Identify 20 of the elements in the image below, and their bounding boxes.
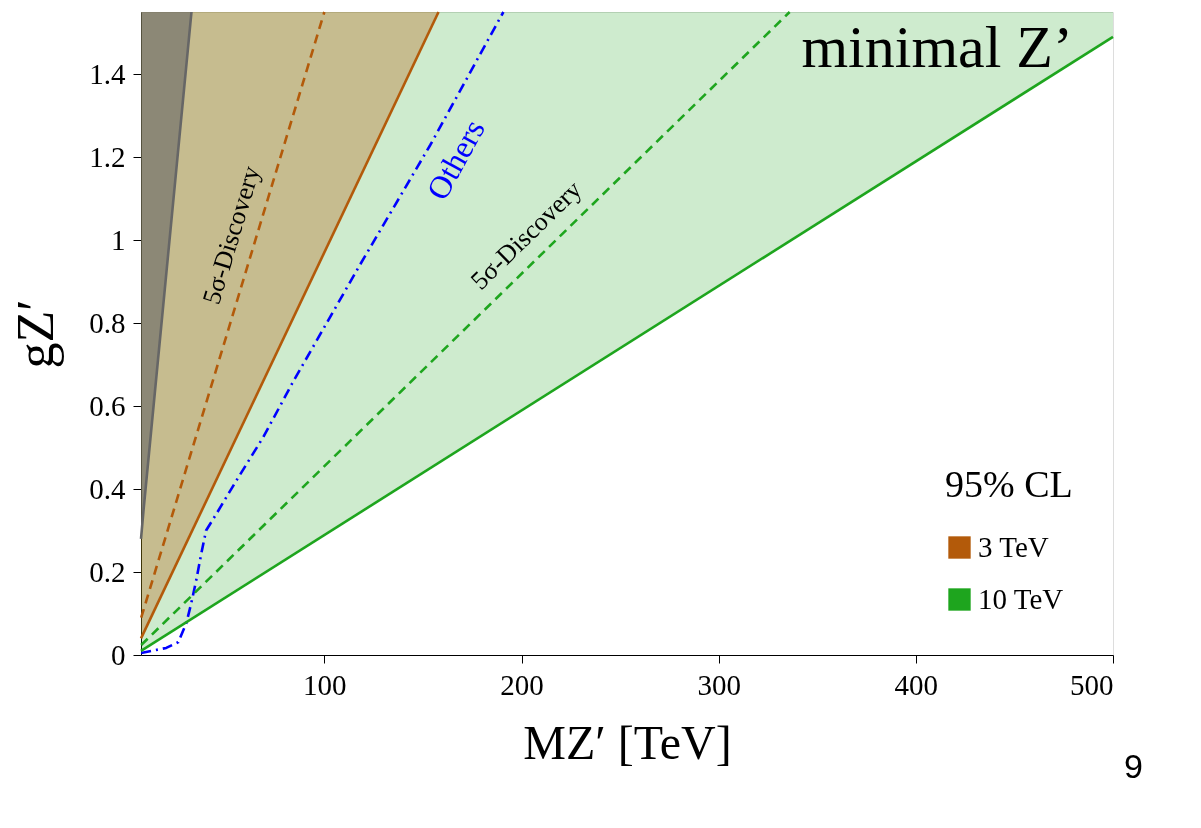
y-tick-label: 0	[111, 638, 126, 671]
legend-title: 95% CL	[945, 463, 1073, 505]
x-tick-label: 100	[303, 668, 347, 701]
y-tick-label: 1.4	[89, 57, 126, 90]
y-axis-title: gZ′	[7, 299, 65, 369]
x-tick-label: 400	[894, 668, 939, 701]
x-tick-label: 200	[500, 668, 544, 701]
y-tick-label: 0.2	[89, 555, 126, 588]
y-tick-label: 0.8	[89, 306, 126, 339]
y-tick-label: 1.2	[89, 140, 126, 173]
y-tick-label: 0.4	[89, 472, 126, 505]
text: 9	[1124, 747, 1143, 785]
y-tick-label: 1	[111, 223, 126, 256]
y-tick-label: 0.6	[89, 389, 126, 422]
x-axis-title: MZ′ [TeV]	[523, 715, 732, 769]
annotation: minimal Z’	[801, 14, 1073, 80]
x-tick-label: 300	[697, 668, 741, 701]
legend-label: 10 TeV	[978, 582, 1064, 615]
x-tick-label: 500	[1070, 668, 1114, 701]
legend-label: 3 TeV	[978, 530, 1049, 563]
